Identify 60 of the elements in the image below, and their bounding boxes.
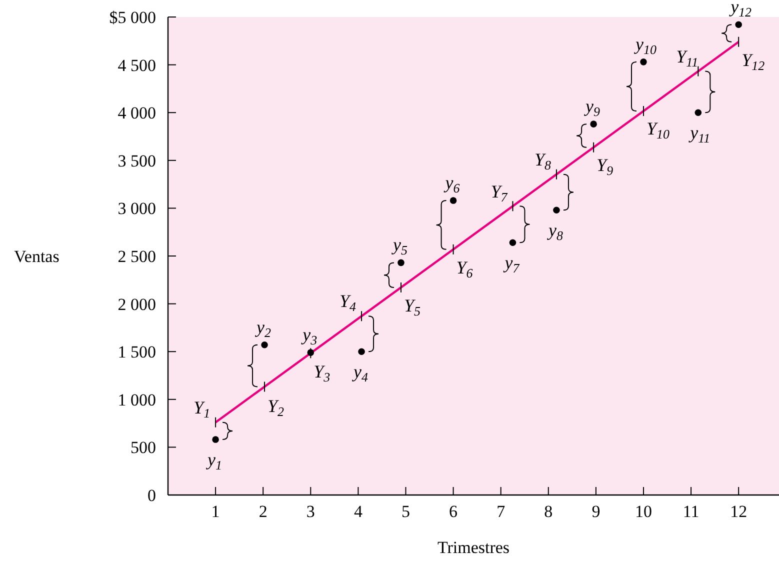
x-tick-label: 6 (449, 502, 458, 521)
annotation: Y$_{12}$ (742, 50, 766, 73)
annotation: Y$_{6}$ (456, 257, 474, 280)
x-tick-label: 1 (211, 502, 220, 521)
point (553, 206, 560, 214)
x-axis-title: Trimestres (437, 538, 510, 557)
point (398, 259, 404, 266)
annotation: y$_{2}$ (254, 316, 272, 340)
x-tick-label: 7 (496, 502, 506, 521)
annotation: y$_{8}$ (546, 220, 564, 244)
y-tick-label: 1 000 (118, 390, 156, 410)
y-tick-label: 3 500 (118, 151, 156, 170)
y-tick-label: 500 (130, 438, 156, 458)
point (212, 436, 219, 443)
annotation: y$_{11}$ (688, 122, 710, 146)
x-tick-label: 12 (730, 502, 748, 521)
y-axis-title: Ventas (14, 247, 60, 266)
annotation: Y$_{8}$ (534, 150, 552, 173)
y-tick-label: 1 500 (118, 342, 156, 362)
annotation: Y$_{4}$ (340, 291, 357, 314)
point (261, 342, 268, 348)
annotation: Y$_{3}$ (314, 362, 331, 384)
x-tick-label: 5 (401, 502, 410, 521)
annotation: y$_{10}$ (633, 34, 657, 57)
point (450, 197, 457, 204)
y-tick-label: 0 (148, 486, 156, 505)
annotation: Y$_{11}$ (676, 46, 698, 70)
y-tick-label: 3 000 (118, 199, 156, 218)
x-tick-label: 4 (354, 502, 363, 521)
annotation: y$_{9}$ (584, 96, 601, 119)
annotation: y$_{6}$ (443, 172, 460, 196)
point (509, 239, 516, 246)
annotation: y$_{5}$ (390, 234, 408, 258)
annotation: Y$_{2}$ (268, 396, 285, 419)
point (358, 348, 365, 355)
annotation: y$_{1}$ (206, 450, 222, 472)
annotation: y$_{3}$ (300, 324, 318, 348)
annotation: Y$_{10}$ (646, 118, 670, 142)
point (735, 21, 742, 28)
x-tick-label: 3 (306, 502, 315, 521)
x-tick-label: 8 (544, 502, 553, 521)
x-tick-label: 10 (634, 502, 652, 521)
annotation: Y$_{1}$ (194, 397, 210, 420)
y-tick-label: 2 500 (118, 247, 156, 266)
annotation: Y$_{5}$ (404, 296, 422, 318)
point (640, 58, 647, 66)
annotation: Y$_{9}$ (596, 155, 614, 178)
y-tick-label: 4 000 (118, 104, 156, 123)
point (694, 109, 702, 116)
point (590, 120, 597, 128)
annotation: y$_{7}$ (502, 252, 520, 276)
y-tick-label: 4 500 (118, 56, 156, 75)
annotation: Y$_{7}$ (490, 181, 508, 204)
y-tick-label: $5 000 (109, 8, 156, 27)
annotation: y$_{12}$ (728, 0, 752, 20)
x-tick-label: 9 (592, 502, 600, 521)
y-tick-label: 2 000 (118, 294, 156, 314)
annotation: y$_{4}$ (352, 362, 369, 384)
x-tick-label: 11 (682, 502, 700, 521)
x-tick-label: 2 (258, 502, 268, 521)
